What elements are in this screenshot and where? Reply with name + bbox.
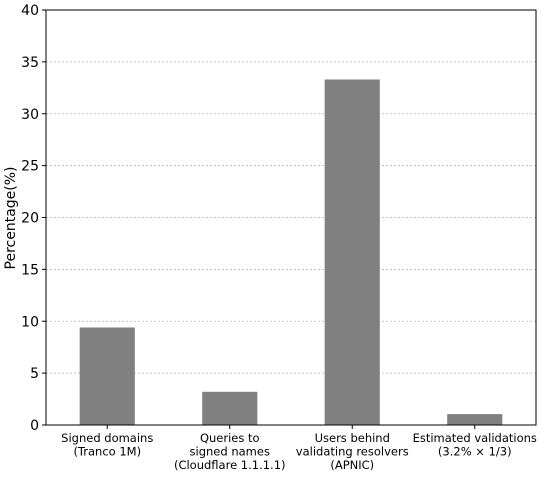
bar [202, 391, 258, 425]
x-tick-label-line: Queries to [200, 431, 260, 445]
x-tick-label: Signed domains (Tranco 1M) [61, 431, 153, 459]
x-tick-label: Users behind validating resolvers (APNIC) [296, 431, 409, 472]
y-tick-label: 35 [21, 55, 39, 71]
x-tick-labels: Signed domains (Tranco 1M) Queries to signe… [61, 431, 537, 472]
x-tick-label: Estimated validations (3.2% × 1/3) [413, 431, 537, 459]
x-tick-label-line: Estimated validations [413, 431, 537, 445]
y-tick-label: 0 [30, 418, 39, 434]
y-tick-labels: 0 5 10 15 20 25 30 35 40 [21, 3, 39, 434]
axes [42, 9, 537, 429]
bar [324, 79, 380, 425]
x-tick-label-line: (Cloudflare 1.1.1.1) [174, 458, 286, 472]
y-tick-label: 25 [21, 159, 39, 175]
bars [79, 79, 503, 425]
x-tick-label-line: signed names [190, 445, 270, 459]
y-tick-label: 20 [21, 211, 39, 227]
x-tick-label-line: validating resolvers [296, 445, 409, 459]
x-tick-label-line: (APNIC) [330, 458, 374, 472]
y-tick-label: 10 [21, 314, 39, 330]
x-tick-label-line: Users behind [315, 431, 390, 445]
bar [79, 327, 135, 425]
y-tick-label: 5 [30, 366, 39, 382]
y-axis-title: Percentage(%) [3, 167, 19, 270]
x-tick-label-line: (Tranco 1M) [73, 445, 141, 459]
x-tick-label: Queries to signed names (Cloudflare 1.1.1.… [174, 431, 286, 472]
x-tick-label-line: (3.2% × 1/3) [438, 445, 512, 459]
plot-frame [45, 9, 537, 426]
y-tick-label: 30 [21, 107, 39, 123]
y-tick-label: 15 [21, 262, 39, 278]
x-tick-label-line: Signed domains [61, 431, 153, 445]
grid-lines [46, 61, 536, 374]
bar [447, 414, 503, 425]
y-tick-label: 40 [21, 3, 39, 19]
